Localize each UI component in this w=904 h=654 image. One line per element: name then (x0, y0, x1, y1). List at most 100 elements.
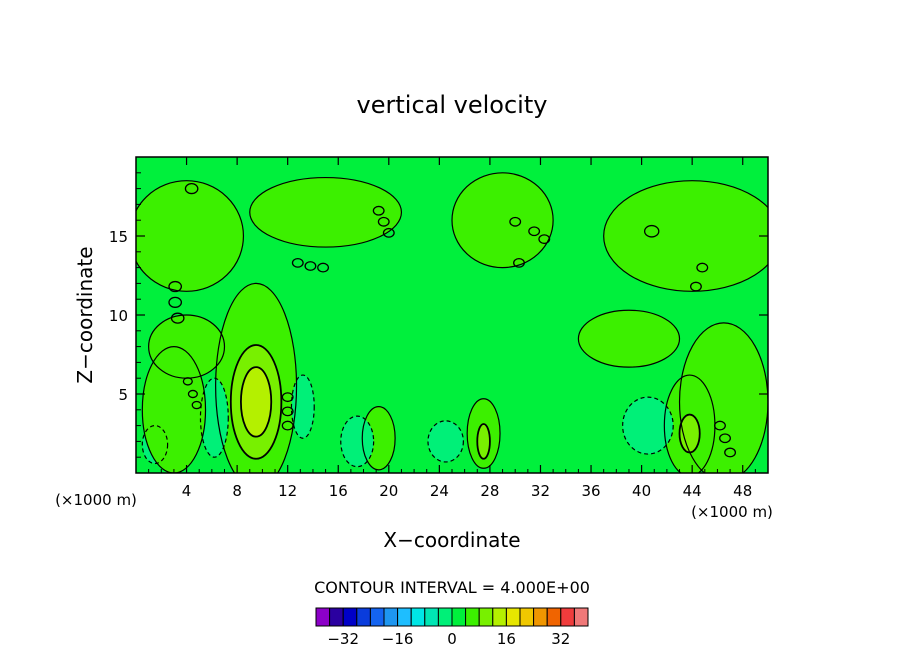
x-tick-label: 48 (733, 482, 752, 500)
chart-title: vertical velocity (357, 91, 548, 119)
colorbar-tick-label: −32 (327, 630, 359, 648)
x-unit-right: (×1000 m) (691, 503, 773, 521)
contour-line (340, 415, 375, 468)
x-tick-label: 12 (278, 482, 297, 500)
colorbar-tick-label: 16 (497, 630, 516, 648)
contour-interval-label: CONTOUR INTERVAL = 4.000E+00 (314, 578, 590, 597)
colorbar-swatch (546, 607, 562, 627)
small-contour-cell (191, 400, 202, 410)
colorbar-swatch (505, 607, 521, 627)
small-contour-cell (317, 262, 330, 273)
small-contour-cell (168, 296, 183, 308)
colorbar-swatch (465, 607, 480, 627)
contour-line (622, 396, 674, 455)
y-tick-label: 15 (109, 228, 128, 246)
x-tick-label: 40 (632, 482, 651, 500)
contour-region (291, 375, 315, 439)
contour-region (249, 177, 402, 248)
contour-line (136, 180, 245, 292)
contour-line (603, 180, 768, 292)
contour-line (229, 344, 283, 460)
x-tick-label: 28 (480, 482, 499, 500)
colorbar-swatch (383, 607, 399, 627)
small-contour-cell (719, 433, 731, 444)
contour-line (678, 322, 768, 473)
colorbar-swatch (478, 607, 494, 627)
colorbar-swatch (573, 607, 589, 627)
contour-line (240, 366, 273, 438)
colorbar-swatch (451, 607, 467, 627)
contour-line (476, 423, 491, 460)
contour-line (199, 377, 229, 458)
colorbar-swatch (397, 607, 412, 627)
small-contour-cell (291, 257, 304, 268)
contour-line (451, 172, 554, 269)
colorbar-swatch (369, 607, 385, 627)
colorbar-swatch (533, 607, 548, 627)
small-contour-cell (724, 447, 737, 458)
colorbar-tick-label: 32 (551, 630, 570, 648)
x-tick-label: 20 (379, 482, 398, 500)
small-contour-cell (372, 205, 385, 216)
contour-region (452, 172, 554, 268)
contour-line (678, 413, 701, 454)
x-tick-label: 44 (683, 482, 702, 500)
x-tick-label: 8 (232, 482, 242, 500)
x-unit-left: (×1000 m) (55, 491, 137, 509)
small-contour-cell (184, 182, 199, 195)
y-tick-label: 10 (109, 307, 128, 325)
colorbar: −32 −16 0 16 32 (315, 607, 589, 648)
small-contour-cell (377, 216, 390, 227)
contour-region (679, 414, 700, 453)
small-contour-cell (187, 389, 198, 399)
x-tick-label: 32 (531, 482, 550, 500)
contour-line (249, 176, 403, 248)
x-tick-label: 36 (581, 482, 600, 500)
contour-region (136, 180, 244, 292)
colorbar-swatch (424, 607, 439, 627)
colorbar-swatch (560, 607, 575, 627)
y-axis-label: Z−coordinate (73, 246, 97, 383)
small-contour-cell (304, 261, 317, 271)
contour-region (477, 424, 490, 459)
contour-line (141, 425, 169, 465)
contour-line (466, 398, 501, 469)
x-tick-label: 16 (329, 482, 348, 500)
contour-line (215, 282, 298, 473)
colorbar-swatch (437, 607, 453, 627)
small-contour-cell (182, 377, 193, 386)
x-axis-label: X−coordinate (383, 528, 520, 552)
small-contour-cell (281, 420, 294, 431)
small-contour-cell (689, 281, 702, 292)
contour-line (361, 406, 396, 471)
small-contour-cell (170, 312, 185, 324)
colorbar-swatch (329, 607, 344, 627)
contour-region (148, 315, 225, 379)
colorbar-tick-label: 0 (447, 630, 457, 648)
contour-line (427, 420, 464, 463)
x-tick-label: 24 (430, 482, 449, 500)
small-contour-cell (281, 406, 294, 417)
contour-lines (136, 172, 768, 473)
contour-region (603, 180, 768, 292)
small-contour-cell (168, 280, 183, 293)
small-contour-cell (643, 224, 660, 238)
small-contour-cell (281, 392, 294, 403)
small-contour-cell (696, 262, 709, 273)
colorbar-swatch (315, 607, 331, 627)
colorbar-swatch (492, 607, 507, 627)
colorbar-swatch (342, 607, 358, 627)
colorbar-swatch (410, 607, 426, 627)
small-contour-cell (714, 420, 726, 431)
contour-region (427, 420, 464, 462)
contour-region (679, 322, 768, 473)
contour-region (240, 367, 272, 437)
contour-region (622, 397, 674, 455)
small-contour-cell (509, 216, 522, 227)
y-tick-label: 5 (118, 386, 128, 404)
contour-field (136, 157, 768, 473)
small-contour-cell (382, 227, 395, 238)
small-contour-cell (513, 257, 525, 268)
x-tick-label: 4 (182, 482, 192, 500)
